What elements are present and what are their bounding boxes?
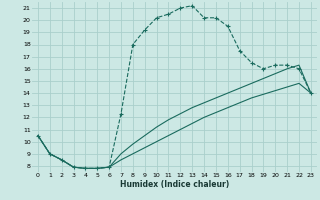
X-axis label: Humidex (Indice chaleur): Humidex (Indice chaleur): [120, 180, 229, 189]
